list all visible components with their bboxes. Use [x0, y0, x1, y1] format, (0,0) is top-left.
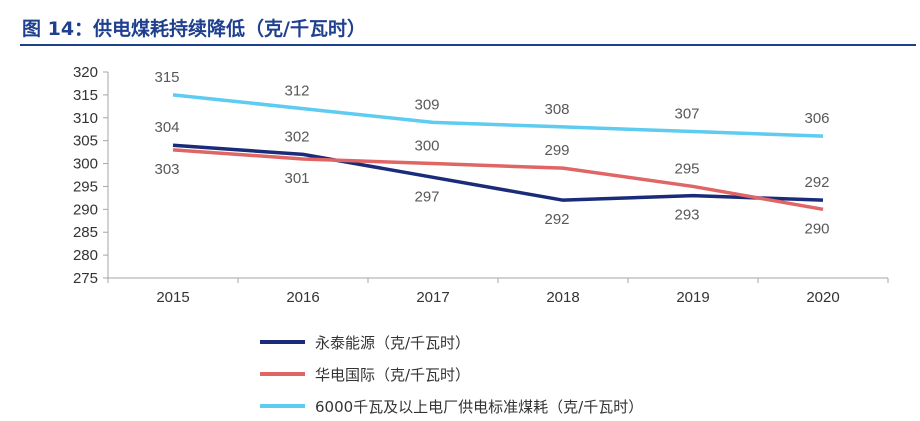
data-label: 303 [154, 161, 179, 178]
x-tick-label: 2019 [676, 289, 709, 306]
y-tick-label: 275 [73, 270, 98, 287]
x-tick-label: 2017 [416, 289, 449, 306]
data-label: 293 [674, 207, 699, 224]
x-tick-label: 2018 [546, 289, 579, 306]
data-label: 309 [414, 96, 439, 113]
chart-legend: 永泰能源（克/千瓦时） 华电国际（克/千瓦时） 6000千瓦及以上电厂供电标准煤耗（… [260, 334, 643, 416]
data-label: 297 [414, 188, 439, 205]
y-tick-label: 280 [73, 247, 98, 264]
data-label: 307 [674, 106, 699, 123]
data-label: 302 [284, 128, 309, 145]
x-tick-label: 2015 [156, 289, 189, 306]
data-label: 295 [674, 160, 699, 177]
legend-label: 6000千瓦及以上电厂供电标准煤耗（克/千瓦时） [315, 398, 643, 416]
data-label: 292 [804, 174, 829, 191]
y-tick-label: 305 [73, 133, 98, 150]
series-line [172, 93, 824, 138]
x-tick-label: 2020 [806, 289, 839, 306]
series-line [172, 148, 824, 212]
y-tick-label: 315 [73, 87, 98, 104]
y-tick-label: 285 [73, 224, 98, 241]
data-label: 312 [284, 83, 309, 100]
title-underline [20, 44, 916, 46]
data-label: 301 [284, 170, 309, 187]
legend-label: 华电国际（克/千瓦时） [315, 366, 470, 384]
legend-label: 永泰能源（克/千瓦时） [315, 334, 470, 352]
y-tick-label: 290 [73, 201, 98, 218]
chart-series-lines [172, 93, 824, 212]
series-line [172, 143, 824, 202]
data-label: 315 [154, 69, 179, 86]
y-tick-label: 320 [73, 64, 98, 81]
data-label: 292 [544, 211, 569, 228]
data-label: 306 [804, 110, 829, 127]
chart-axes: 320 315 310 305 300 295 290 285 280 275 2015 2016 20… [73, 64, 889, 306]
y-tick-label: 295 [73, 178, 98, 195]
data-label: 304 [154, 119, 179, 136]
y-tick-label: 310 [73, 110, 98, 127]
y-tick-label: 300 [73, 156, 98, 173]
data-label: 308 [544, 101, 569, 118]
figure-title: 图 14：供电煤耗持续降低（克/千瓦时） [22, 18, 366, 40]
data-label: 299 [544, 142, 569, 159]
data-label: 300 [414, 138, 439, 155]
data-label: 290 [804, 220, 829, 237]
chart-data-labels: 304 302 297 292 293 292 303 301 300 299 295 290 315 3… [154, 69, 829, 237]
x-tick-label: 2016 [286, 289, 319, 306]
